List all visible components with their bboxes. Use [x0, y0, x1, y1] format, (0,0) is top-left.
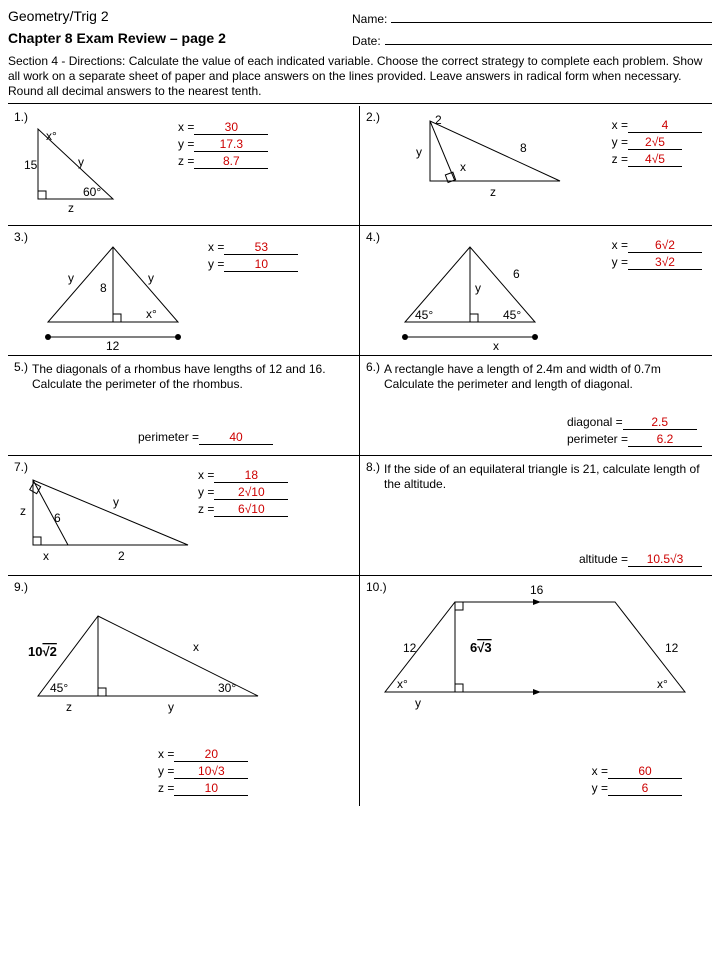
- problem-grid: 1.) x° 15 y 60° z x = 30 y = 17.3 z = 8.…: [8, 106, 712, 806]
- header-row-1: Geometry/Trig 2 Name:: [8, 8, 712, 26]
- svg-text:y: y: [113, 495, 119, 509]
- p1-answers: x = 30 y = 17.3 z = 8.7: [178, 120, 268, 171]
- name-line: [391, 8, 712, 23]
- svg-text:45°: 45°: [503, 308, 521, 322]
- svg-text:12: 12: [106, 339, 120, 353]
- svg-text:y: y: [416, 145, 422, 159]
- problem-10: 10.) 16 12 12 6√3 x° x° y x = 60 y = 6: [360, 576, 712, 806]
- svg-text:y: y: [168, 700, 174, 714]
- svg-text:8: 8: [100, 281, 107, 295]
- top-rule: [8, 103, 712, 104]
- problem-2: 2.) 2 y 8 x z x = 4 y = 2√5 z = 4√5: [360, 106, 712, 226]
- svg-text:6: 6: [54, 511, 61, 525]
- p2-num: 2.): [366, 110, 380, 124]
- svg-text:12: 12: [403, 641, 417, 655]
- problem-7: 7.) y z 6 x 2 x = 18 y = 2√10 z = 6√10: [8, 456, 360, 576]
- subtitle: Chapter 8 Exam Review – page 2: [8, 30, 226, 48]
- p2-answers: x = 4 y = 2√5 z = 4√5: [612, 118, 702, 169]
- p6-num: 6.): [366, 360, 380, 374]
- problem-8: 8.) If the side of an equilateral triang…: [360, 456, 712, 576]
- svg-text:x: x: [493, 339, 499, 353]
- svg-text:y: y: [78, 155, 84, 169]
- p10-figure: 16 12 12 6√3 x° x° y: [375, 582, 695, 725]
- svg-text:y: y: [68, 271, 74, 285]
- p7-answers: x = 18 y = 2√10 z = 6√10: [198, 468, 288, 519]
- svg-text:z: z: [66, 700, 72, 714]
- svg-text:z: z: [68, 201, 74, 215]
- svg-text:16: 16: [530, 583, 544, 597]
- svg-text:45°: 45°: [415, 308, 433, 322]
- problem-6: 6.) A rectangle have a length of 2.4m an…: [360, 356, 712, 456]
- name-field: Name:: [352, 8, 712, 26]
- svg-text:y: y: [148, 271, 154, 285]
- date-line: [385, 30, 712, 45]
- p4-figure: 6 y 45° 45° x: [385, 242, 565, 355]
- svg-text:12: 12: [665, 641, 679, 655]
- svg-text:x°: x°: [46, 129, 57, 143]
- problem-9: 9.) 10√2 x 45° 30° z y x = 20 y = 10√3 z…: [8, 576, 360, 806]
- svg-text:x: x: [43, 549, 49, 563]
- svg-text:6√3: 6√3: [470, 640, 492, 655]
- p8-num: 8.): [366, 460, 380, 474]
- p9-figure: 10√2 x 45° 30° z y: [28, 606, 278, 729]
- p10-answers: x = 60 y = 6: [592, 764, 682, 798]
- name-label: Name:: [352, 12, 387, 26]
- svg-text:2: 2: [118, 549, 125, 563]
- problem-5: 5.) The diagonals of a rhombus have leng…: [8, 356, 360, 456]
- svg-text:y: y: [415, 696, 421, 710]
- p1-num: 1.): [14, 110, 28, 124]
- date-field: Date:: [352, 30, 712, 48]
- p8-text: If the side of an equilateral triangle i…: [366, 460, 706, 492]
- svg-text:8: 8: [520, 141, 527, 155]
- header-row-2: Chapter 8 Exam Review – page 2 Date:: [8, 30, 712, 48]
- date-label: Date:: [352, 34, 381, 48]
- p9-num: 9.): [14, 580, 28, 594]
- svg-text:60°: 60°: [83, 185, 101, 199]
- svg-text:z: z: [490, 185, 496, 199]
- svg-text:x°: x°: [146, 307, 157, 321]
- svg-text:y: y: [475, 281, 481, 295]
- p7-figure: y z 6 x 2: [18, 470, 198, 568]
- p9-answers: x = 20 y = 10√3 z = 10: [158, 747, 248, 798]
- svg-text:15: 15: [24, 158, 38, 172]
- p3-answers: x = 53 y = 10: [208, 240, 298, 274]
- svg-text:x°: x°: [657, 677, 668, 691]
- p5-num: 5.): [14, 360, 28, 374]
- p4-answers: x = 6√2 y = 3√2: [612, 238, 702, 272]
- p3-num: 3.): [14, 230, 28, 244]
- svg-text:2: 2: [435, 113, 442, 127]
- svg-text:6: 6: [513, 267, 520, 281]
- p8-answers: altitude = 10.5√3: [579, 552, 702, 569]
- svg-text:45°: 45°: [50, 681, 68, 695]
- p3-figure: y y 8 x° 12: [28, 242, 208, 355]
- svg-text:x: x: [193, 640, 199, 654]
- p1-figure: x° 15 y 60° z: [28, 124, 148, 217]
- p5-text: The diagonals of a rhombus have lengths …: [14, 360, 353, 392]
- p4-num: 4.): [366, 230, 380, 244]
- svg-text:x°: x°: [397, 677, 408, 691]
- svg-text:z: z: [20, 504, 26, 518]
- svg-text:30°: 30°: [218, 681, 236, 695]
- p6-answers: diagonal = 2.5 perimeter = 6.2: [567, 415, 702, 449]
- problem-3: 3.) y y 8 x° 12 x = 53 y = 10: [8, 226, 360, 356]
- directions: Section 4 - Directions: Calculate the va…: [8, 54, 712, 99]
- problem-4: 4.) 6 y 45° 45° x x = 6√2 y = 3√2: [360, 226, 712, 356]
- svg-text:10√2: 10√2: [28, 644, 57, 659]
- problem-1: 1.) x° 15 y 60° z x = 30 y = 17.3 z = 8.…: [8, 106, 360, 226]
- p5-answers: perimeter = 40: [138, 430, 273, 447]
- svg-text:x: x: [460, 160, 466, 174]
- course-title: Geometry/Trig 2: [8, 8, 109, 26]
- p6-text: A rectangle have a length of 2.4m and wi…: [366, 360, 706, 392]
- p2-figure: 2 y 8 x z: [400, 116, 570, 214]
